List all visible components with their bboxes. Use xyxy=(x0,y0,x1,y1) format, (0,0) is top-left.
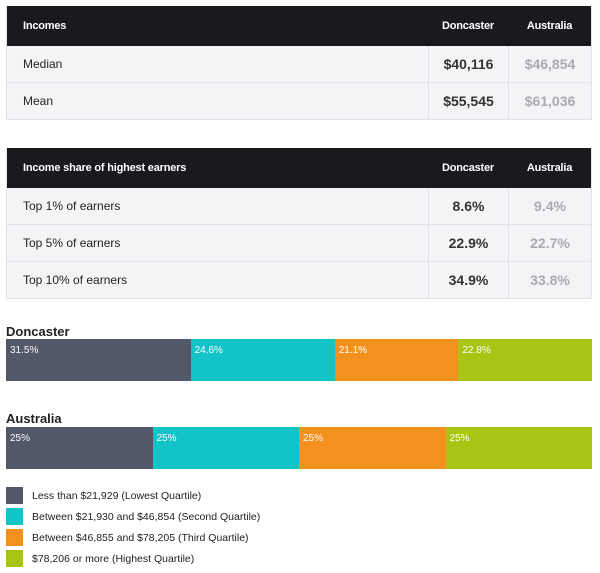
doncaster-value: 8.6% xyxy=(428,188,508,224)
table-row: Mean $55,545 $61,036 xyxy=(7,83,591,120)
legend-swatch xyxy=(6,529,23,546)
bar-segment: 25% xyxy=(445,427,592,469)
bar-segment: 31.5% xyxy=(6,339,191,381)
doncaster-value: 22.9% xyxy=(428,225,508,261)
segment-label: 31.5% xyxy=(10,345,39,356)
segment-label: 21.1% xyxy=(338,345,368,356)
australia-value: 22.7% xyxy=(508,225,591,261)
table-row: Median $40,116 $46,854 xyxy=(7,46,591,83)
australia-value: 9.4% xyxy=(508,188,591,224)
table-row: Top 5% of earners 22.9% 22.7% xyxy=(7,225,591,262)
bar-segment: 25% xyxy=(299,427,446,469)
doncaster-value: $40,116 xyxy=(428,46,508,82)
legend-swatch xyxy=(6,487,23,504)
bar-segment: 21.1% xyxy=(334,339,459,381)
share-header-label: Income share of highest earners xyxy=(23,162,187,174)
bar-title-australia: Australia xyxy=(6,411,62,426)
share-header-doncaster: Doncaster xyxy=(442,162,494,174)
share-table-header: Income share of highest earners Doncaste… xyxy=(7,148,591,188)
table-row: Top 1% of earners 8.6% 9.4% xyxy=(7,188,591,225)
bar-segment: 25% xyxy=(152,427,299,469)
legend-item: $78,206 or more (Highest Quartile) xyxy=(6,548,260,569)
row-label: Top 10% of earners xyxy=(23,273,128,287)
stacked-bar-doncaster: 31.5% 24.6% 21.1% 22.8% xyxy=(6,339,592,381)
doncaster-value: 34.9% xyxy=(428,262,508,298)
row-label: Top 1% of earners xyxy=(23,199,121,213)
chart-legend: Less than $21,929 (Lowest Quartile) Betwe… xyxy=(6,485,260,569)
income-share-table: Income share of highest earners Doncaste… xyxy=(6,148,592,299)
legend-label: Between $46,855 and $78,205 (Third Quart… xyxy=(32,531,249,544)
table-row: Top 10% of earners 34.9% 33.8% xyxy=(7,262,591,299)
legend-label: Between $21,930 and $46,854 (Second Quar… xyxy=(32,510,261,523)
segment-label: 25% xyxy=(156,433,177,444)
bar-segment: 24.6% xyxy=(190,339,335,381)
segment-label: 22.8% xyxy=(462,345,491,356)
legend-item: Between $46,855 and $78,205 (Third Quart… xyxy=(6,527,260,548)
australia-value: $61,036 xyxy=(508,83,591,119)
legend-item: Between $21,930 and $46,854 (Second Quar… xyxy=(6,506,260,527)
incomes-header-australia: Australia xyxy=(526,20,573,32)
incomes-header-label: Incomes xyxy=(23,20,67,32)
row-label: Mean xyxy=(23,94,54,108)
bar-segment: 22.8% xyxy=(458,339,592,381)
segment-label: 24.6% xyxy=(194,345,223,356)
segment-label: 25% xyxy=(10,433,31,444)
incomes-header-doncaster: Doncaster xyxy=(442,20,494,32)
row-label: Top 5% of earners xyxy=(23,236,121,250)
legend-label: Less than $21,929 (Lowest Quartile) xyxy=(32,489,202,502)
legend-item: Less than $21,929 (Lowest Quartile) xyxy=(6,485,260,506)
row-label: Median xyxy=(23,57,63,71)
legend-swatch xyxy=(6,550,23,567)
stacked-bar-australia: 25% 25% 25% 25% xyxy=(6,427,592,469)
legend-label: $78,206 or more (Highest Quartile) xyxy=(32,552,195,565)
australia-value: $46,854 xyxy=(508,46,591,82)
doncaster-value: $55,545 xyxy=(428,83,508,119)
segment-label: 25% xyxy=(449,433,470,444)
incomes-table-header: Incomes Doncaster Australia xyxy=(7,6,591,46)
legend-swatch xyxy=(6,508,23,525)
segment-label: 25% xyxy=(303,433,324,444)
australia-value: 33.8% xyxy=(508,262,591,298)
incomes-table: Incomes Doncaster Australia Median $40,1… xyxy=(6,6,592,120)
share-header-australia: Australia xyxy=(526,162,573,174)
bar-segment: 25% xyxy=(6,427,153,469)
bar-title-doncaster: Doncaster xyxy=(6,324,70,339)
